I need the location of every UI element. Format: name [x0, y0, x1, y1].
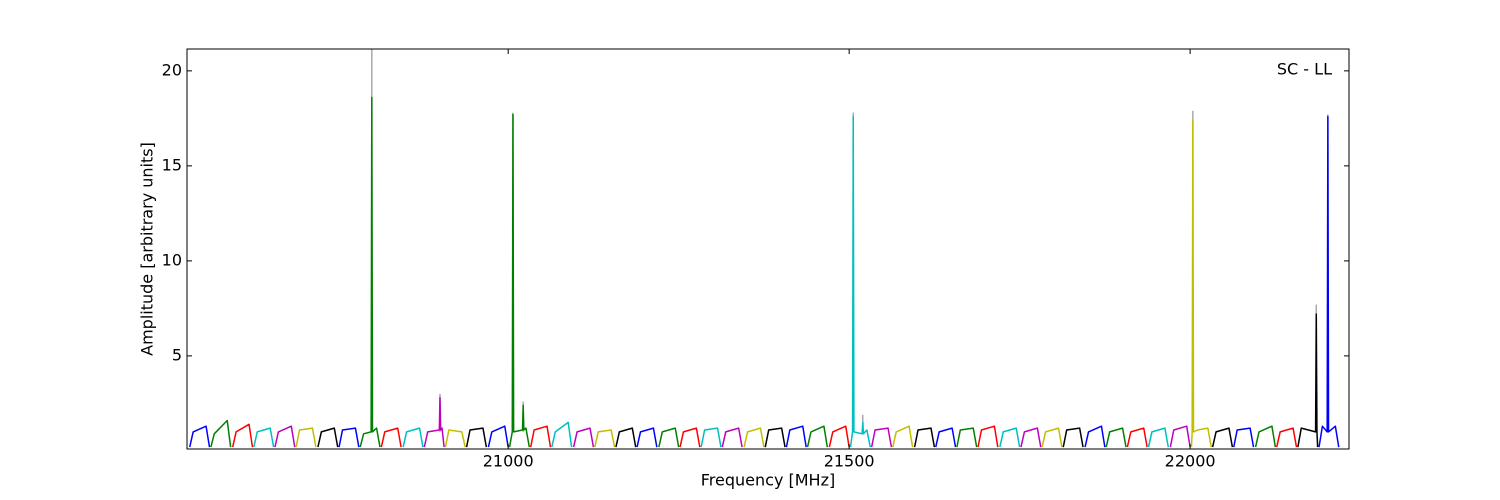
spectrum-line: [231, 423, 1298, 448]
y-axis-label: Amplitude [arbitrary units]: [138, 142, 157, 356]
spectrum-line: [274, 396, 1191, 448]
spectrum-line: [253, 115, 1170, 448]
plot-area: [188, 49, 1340, 448]
y-tick-label: 10: [162, 250, 182, 269]
spectrum-line: [295, 119, 1212, 448]
x-tick-label: 21000: [483, 452, 534, 471]
spectrum-line: [317, 313, 1319, 448]
spectrum-line: [188, 115, 1340, 448]
spectrum-line: [210, 96, 1277, 448]
x-tick-label: 21500: [824, 452, 875, 471]
x-tick-label: 22000: [1165, 452, 1216, 471]
annotation: SC - LL: [1277, 60, 1332, 79]
axes-frame: [186, 48, 1350, 450]
y-tick-label: 5: [172, 345, 182, 364]
x-axis-label: Frequency [MHz]: [701, 471, 835, 490]
y-tick-label: 20: [162, 60, 182, 79]
y-tick-label: 15: [162, 155, 182, 174]
